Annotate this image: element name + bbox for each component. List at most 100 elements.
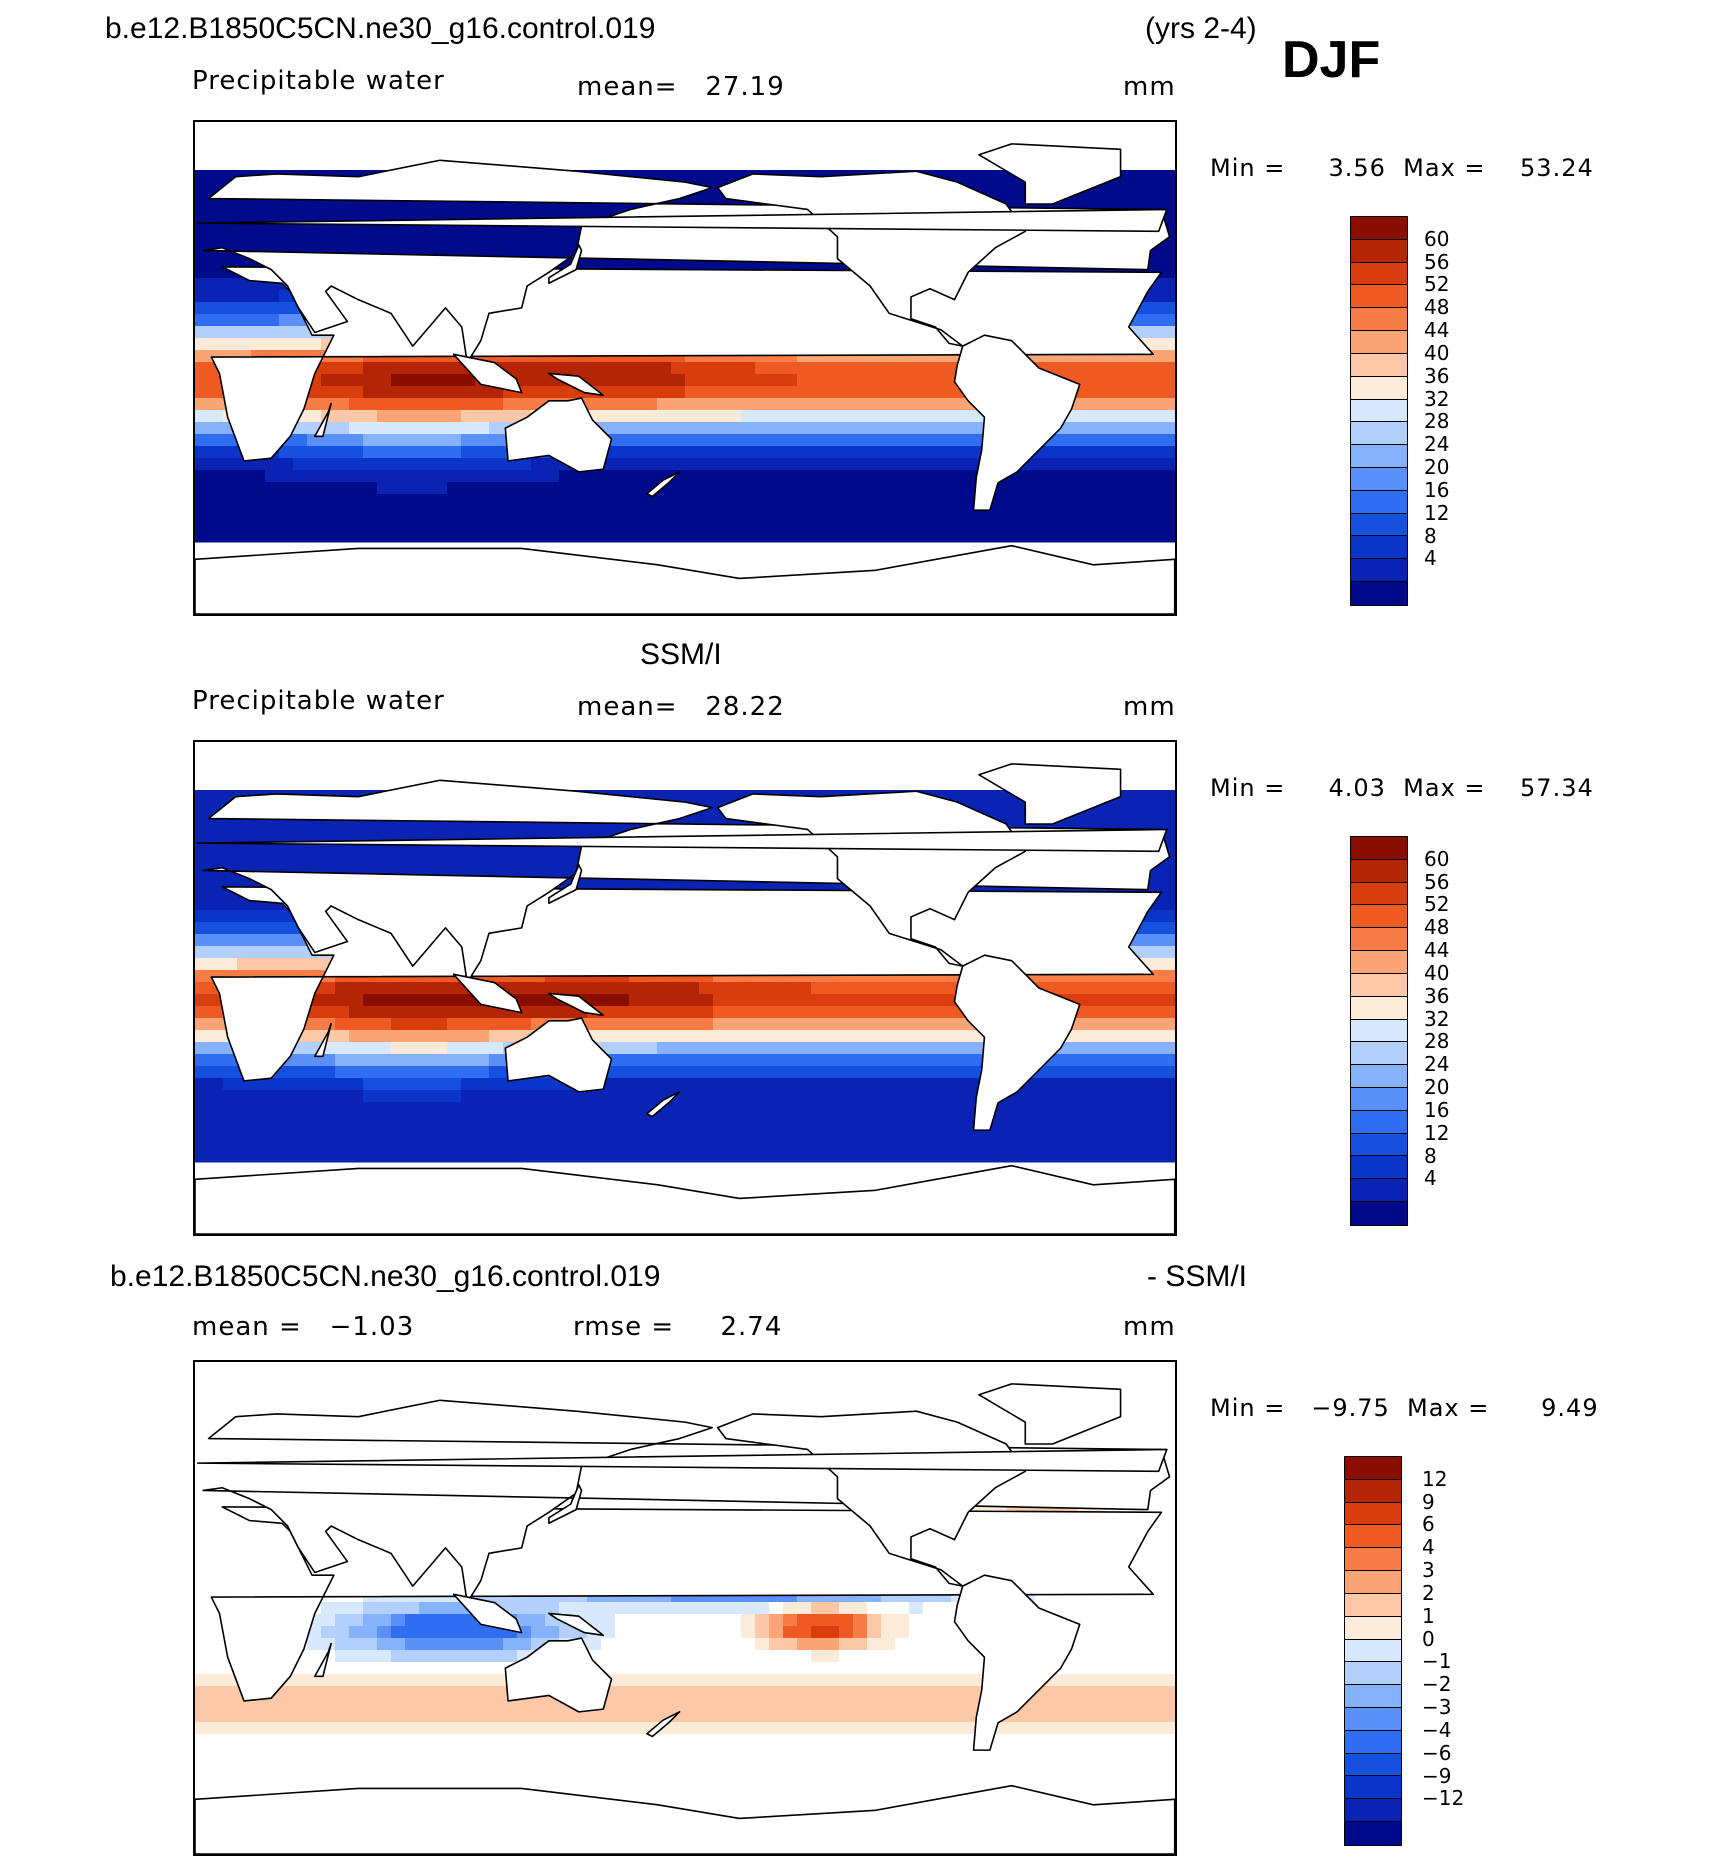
colorbar-tick-label: 4	[1422, 1535, 1435, 1560]
colorbar-swatch	[1345, 1730, 1401, 1754]
colorbar-tick-label: 3	[1422, 1558, 1435, 1583]
colorbar-swatch	[1351, 445, 1407, 468]
colorbar-tick-label: 60	[1424, 226, 1450, 251]
panel3-minmax: Min = −9.75 Max = 9.49	[1210, 1394, 1599, 1422]
panel2-units: mm	[1123, 692, 1176, 722]
colorbar-swatch	[1351, 859, 1407, 883]
panel2-title: SSM/I	[640, 638, 722, 671]
colorbar-swatch	[1345, 1479, 1401, 1503]
coastline-layer	[195, 143, 1175, 614]
colorbar-swatch	[1351, 331, 1407, 354]
colorbar-swatch	[1351, 1156, 1407, 1180]
colorbar-swatch	[1351, 882, 1407, 906]
colorbar-tick-label: 48	[1424, 915, 1450, 940]
colorbar-swatch	[1351, 905, 1407, 929]
colorbar-tick-label: 52	[1424, 272, 1450, 297]
panel1-map	[193, 120, 1177, 616]
colorbar-swatch	[1351, 490, 1407, 514]
colorbar-tick-label: 52	[1424, 892, 1450, 917]
colorbar-swatch	[1351, 536, 1407, 560]
colorbar-tick-label: 56	[1424, 869, 1450, 894]
colorbar-tick-label: 16	[1424, 1097, 1450, 1122]
colorbar-swatch	[1351, 928, 1407, 952]
colorbar-tick-label: 32	[1424, 1006, 1450, 1031]
colorbar-swatch	[1351, 951, 1407, 974]
colorbar-swatch	[1351, 1065, 1407, 1088]
colorbar-swatch	[1351, 996, 1407, 1020]
colorbar-swatch	[1345, 1685, 1401, 1708]
panel3-title-left: b.e12.B1850C5CN.ne30_g16.control.019	[110, 1260, 661, 1293]
colorbar-tick-label: 20	[1424, 455, 1450, 480]
colorbar-swatch	[1351, 376, 1407, 400]
panel3-rmse: rmse = 2.74	[573, 1312, 783, 1342]
panel1-variable: Precipitable water	[192, 66, 445, 96]
panel3-title-right: - SSM/I	[1147, 1260, 1248, 1293]
colorbar-tick-label: 24	[1424, 432, 1450, 457]
colorbar-swatch	[1345, 1457, 1401, 1480]
colorbar-swatch	[1351, 559, 1407, 582]
colorbar-tick-label: 8	[1424, 1143, 1437, 1168]
coastline-layer	[195, 1383, 1175, 1854]
colorbar-tick-label: 44	[1424, 938, 1450, 963]
colorbar-swatch	[1345, 1502, 1401, 1526]
colorbar-tick-label: 36	[1424, 983, 1450, 1008]
colorbar-swatch	[1345, 1571, 1401, 1594]
colorbar-swatch	[1351, 217, 1407, 240]
panel2-map-canvas	[195, 763, 1175, 1234]
years-label: (yrs 2-4)	[1145, 12, 1257, 45]
colorbar-tick-label: 0	[1422, 1626, 1435, 1651]
colorbar-swatch	[1345, 1776, 1401, 1800]
colorbar-swatch	[1345, 1753, 1401, 1777]
colorbar-swatch	[1345, 1525, 1401, 1549]
colorbar-swatch	[1351, 513, 1407, 537]
colorbar-tick-label: 1	[1422, 1603, 1435, 1628]
panel2-variable: Precipitable water	[192, 686, 445, 716]
panel2-colorbar	[1350, 836, 1408, 1226]
colorbar-swatch	[1351, 1019, 1407, 1043]
panel1-map-canvas	[195, 143, 1175, 614]
season-label: DJF	[1282, 31, 1381, 89]
colorbar-tick-label: −12	[1422, 1786, 1465, 1811]
colorbar-swatch	[1351, 262, 1407, 286]
colorbar-tick-label: 20	[1424, 1075, 1450, 1100]
colorbar-swatch	[1351, 1042, 1407, 1066]
colorbar-tick-label: 6	[1422, 1512, 1435, 1537]
colorbar-tick-label: 8	[1424, 523, 1437, 548]
colorbar-swatch	[1345, 1639, 1401, 1663]
colorbar-tick-label: −3	[1422, 1695, 1452, 1720]
colorbar-swatch	[1345, 1548, 1401, 1572]
panel3-mean: mean = −1.03	[192, 1312, 415, 1342]
colorbar-tick-label: 32	[1424, 386, 1450, 411]
colorbar-tick-label: 12	[1424, 1120, 1450, 1145]
colorbar-swatch	[1345, 1799, 1401, 1822]
colorbar-tick-label: −9	[1422, 1763, 1452, 1788]
colorbar-swatch	[1351, 1179, 1407, 1202]
panel1-colorbar	[1350, 216, 1408, 606]
case-title: b.e12.B1850C5CN.ne30_g16.control.019	[105, 12, 656, 45]
colorbar-tick-label: −6	[1422, 1740, 1452, 1765]
panel3-colorbar	[1344, 1456, 1402, 1846]
colorbar-tick-label: −1	[1422, 1649, 1452, 1674]
colorbar-tick-label: 28	[1424, 409, 1450, 434]
colorbar-swatch	[1351, 422, 1407, 446]
colorbar-swatch	[1345, 1707, 1401, 1731]
colorbar-swatch	[1351, 1202, 1407, 1225]
colorbar-swatch	[1351, 1110, 1407, 1134]
colorbar-tick-label: 56	[1424, 249, 1450, 274]
panel2-minmax: Min = 4.03 Max = 57.34	[1210, 774, 1594, 802]
panel3-map-canvas	[195, 1383, 1175, 1854]
colorbar-tick-label: −4	[1422, 1717, 1452, 1742]
colorbar-tick-label: 4	[1424, 546, 1437, 571]
colorbar-swatch	[1345, 1662, 1401, 1686]
colorbar-tick-label: 48	[1424, 295, 1450, 320]
colorbar-tick-label: 36	[1424, 363, 1450, 388]
colorbar-swatch	[1351, 399, 1407, 423]
coastline-layer	[195, 763, 1175, 1234]
colorbar-tick-label: −2	[1422, 1672, 1452, 1697]
panel3-map	[193, 1360, 1177, 1856]
colorbar-tick-label: 9	[1422, 1489, 1435, 1514]
colorbar-tick-label: 24	[1424, 1052, 1450, 1077]
colorbar-tick-label: 2	[1422, 1580, 1435, 1605]
colorbar-swatch	[1351, 837, 1407, 860]
colorbar-tick-label: 12	[1424, 500, 1450, 525]
